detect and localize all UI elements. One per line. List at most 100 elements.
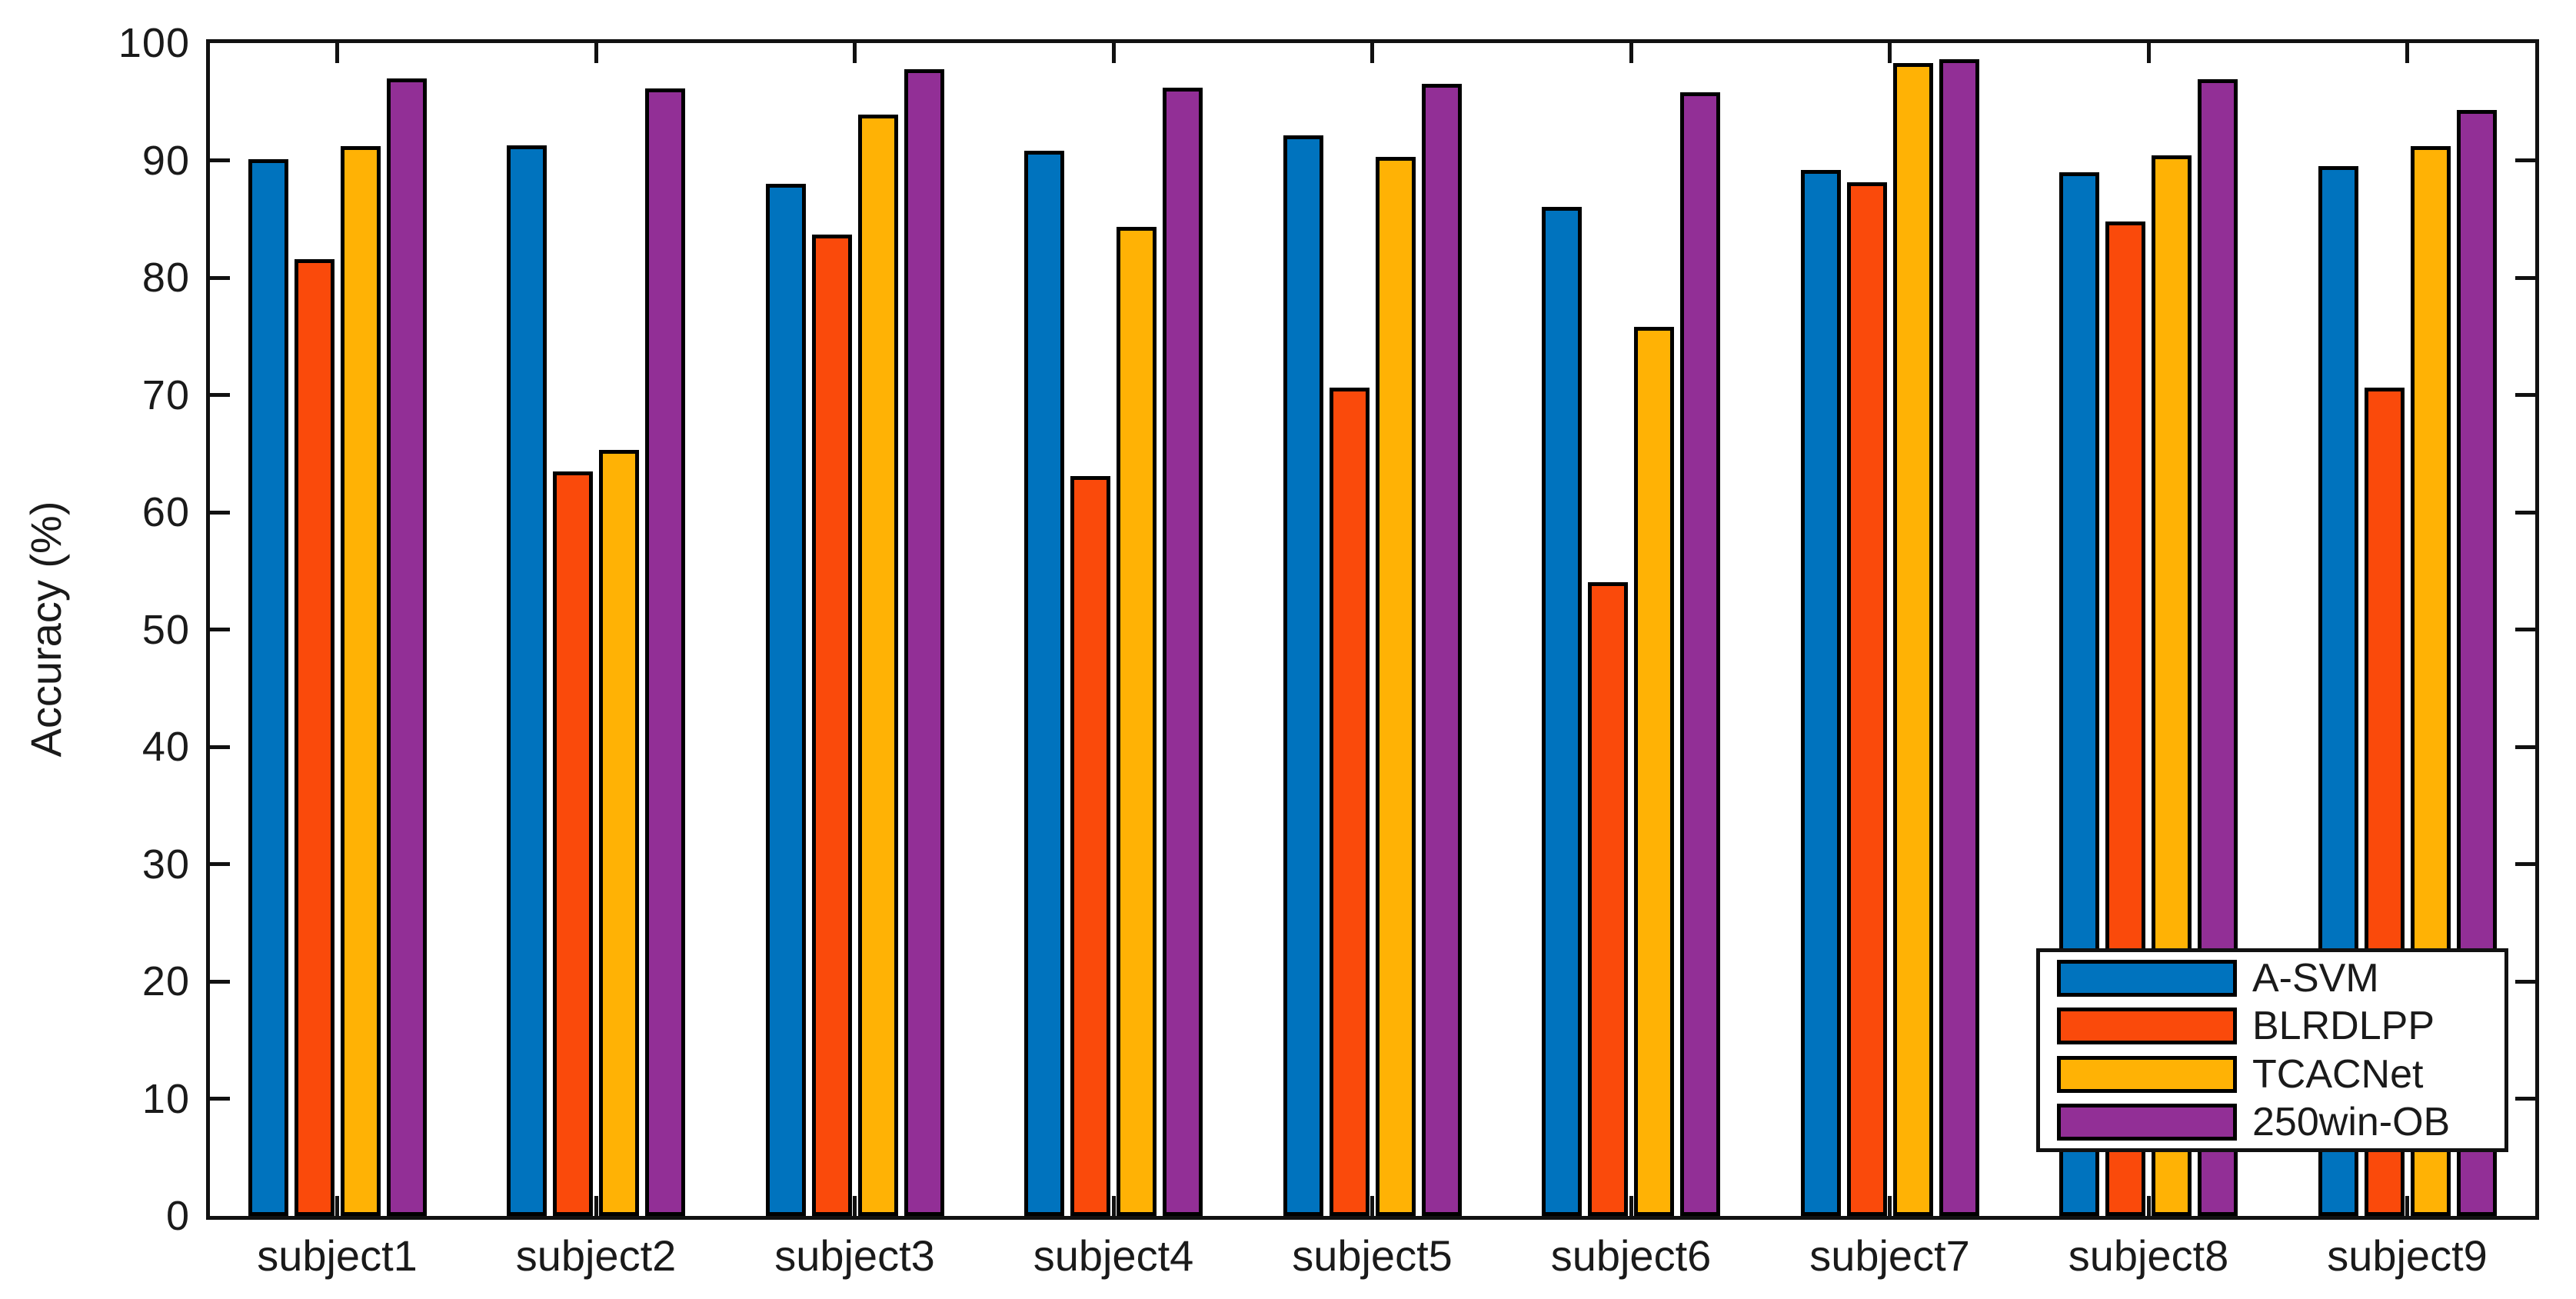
- y-tick-left-90: [210, 158, 230, 162]
- y-tick-label-70: 70: [141, 371, 190, 418]
- legend-row-250win-OB: 250win-OB: [2040, 1101, 2504, 1144]
- y-tick-label-50: 50: [141, 606, 190, 653]
- y-tick-left-50: [210, 628, 230, 631]
- legend: A-SVM BLRDLPP TCACNet 250win-OB: [2036, 948, 2508, 1152]
- y-tick-label-60: 60: [141, 489, 190, 535]
- axis-right-line: [2535, 39, 2539, 1220]
- bar-subject4-250win-OB: [1163, 88, 1203, 1216]
- y-tick-right-90: [2515, 158, 2535, 162]
- x-tick-label-subject7: subject7: [1809, 1231, 1970, 1280]
- x-tick-bottom-subject8: [2146, 1196, 2151, 1216]
- bar-group-subject1: [248, 43, 427, 1216]
- legend-row-BLRDLPP: BLRDLPP: [2040, 1004, 2504, 1048]
- x-tick-bottom-subject4: [1111, 1196, 1116, 1216]
- y-tick-label-40: 40: [141, 724, 190, 770]
- bar-subject4-A-SVM: [1024, 151, 1064, 1216]
- x-tick-bottom-subject3: [853, 1196, 857, 1216]
- x-tick-top-subject8: [2146, 43, 2151, 63]
- bar-subject6-BLRDLPP: [1588, 582, 1628, 1216]
- bar-group-subject6: [1542, 43, 1720, 1216]
- y-tick-left-80: [210, 275, 230, 280]
- x-tick-top-subject1: [335, 43, 339, 63]
- bar-group-subject2: [507, 43, 685, 1216]
- y-tick-right-30: [2515, 862, 2535, 866]
- x-tick-top-subject2: [594, 43, 598, 63]
- bar-subject1-250win-OB: [386, 78, 427, 1216]
- legend-swatch-TCACNet: [2057, 1055, 2237, 1093]
- bar-subject6-TCACNet: [1634, 327, 1674, 1216]
- bar-subject3-TCACNet: [857, 115, 898, 1216]
- bar-subject3-BLRDLPP: [811, 235, 852, 1216]
- x-tick-label-subject6: subject6: [1550, 1231, 1712, 1280]
- y-tick-right-60: [2515, 510, 2535, 515]
- x-tick-bottom-subject7: [1888, 1196, 1892, 1216]
- x-tick-top-subject7: [1888, 43, 1892, 63]
- x-tick-top-subject3: [853, 43, 857, 63]
- x-tick-bottom-subject2: [594, 1196, 598, 1216]
- legend-label-A-SVM: A-SVM: [2252, 956, 2379, 1001]
- y-tick-left-40: [210, 744, 230, 749]
- bar-subject5-TCACNet: [1375, 157, 1416, 1216]
- x-tick-label-subject3: subject3: [774, 1231, 935, 1280]
- legend-label-BLRDLPP: BLRDLPP: [2252, 1004, 2435, 1049]
- x-tick-bottom-subject1: [335, 1196, 339, 1216]
- bar-subject7-250win-OB: [1939, 59, 1979, 1216]
- legend-label-TCACNet: TCACNet: [2252, 1051, 2424, 1097]
- bar-subject4-BLRDLPP: [1070, 476, 1110, 1216]
- x-tick-bottom-subject9: [2405, 1196, 2409, 1216]
- y-tick-left-60: [210, 510, 230, 515]
- bar-subject1-A-SVM: [248, 159, 288, 1216]
- bar-subject5-A-SVM: [1283, 135, 1323, 1216]
- bar-subject5-BLRDLPP: [1329, 388, 1370, 1216]
- x-tick-label-subject8: subject8: [2068, 1231, 2229, 1280]
- bar-subject6-250win-OB: [1680, 92, 1720, 1216]
- x-tick-top-subject9: [2405, 43, 2409, 63]
- x-tick-label-subject2: subject2: [515, 1231, 677, 1280]
- y-tick-right-50: [2515, 628, 2535, 631]
- bar-subject4-TCACNet: [1117, 227, 1157, 1216]
- bar-subject5-250win-OB: [1421, 84, 1462, 1216]
- y-tick-left-10: [210, 1097, 230, 1101]
- y-tick-label-30: 30: [141, 841, 190, 888]
- bar-subject1-BLRDLPP: [294, 259, 334, 1216]
- x-tick-bottom-subject6: [1629, 1196, 1633, 1216]
- legend-label-250win-OB: 250win-OB: [2252, 1099, 2451, 1144]
- bar-subject2-A-SVM: [507, 145, 547, 1216]
- bar-subject2-TCACNet: [599, 450, 639, 1216]
- y-tick-left-70: [210, 393, 230, 397]
- y-tick-right-20: [2515, 979, 2535, 984]
- y-tick-right-40: [2515, 744, 2535, 749]
- bar-subject7-A-SVM: [1800, 170, 1841, 1216]
- y-tick-label-100: 100: [118, 20, 190, 66]
- y-tick-left-20: [210, 979, 230, 984]
- bar-group-subject7: [1800, 43, 1979, 1216]
- x-tick-label-subject4: subject4: [1033, 1231, 1194, 1280]
- x-tick-top-subject5: [1370, 43, 1374, 63]
- y-tick-right-80: [2515, 275, 2535, 280]
- y-tick-right-10: [2515, 1097, 2535, 1101]
- y-tick-label-20: 20: [141, 958, 190, 1004]
- bar-group-subject3: [765, 43, 944, 1216]
- x-tick-label-subject9: subject9: [2327, 1231, 2488, 1280]
- x-tick-top-subject6: [1629, 43, 1633, 63]
- axis-left-line: [206, 39, 210, 1220]
- legend-row-TCACNet: TCACNet: [2040, 1053, 2504, 1096]
- y-tick-label-0: 0: [165, 1193, 190, 1239]
- legend-swatch-A-SVM: [2057, 960, 2237, 998]
- bar-group-subject5: [1283, 43, 1462, 1216]
- bar-subject7-BLRDLPP: [1846, 182, 1887, 1216]
- axis-bottom-line: [206, 1216, 2539, 1220]
- bar-subject2-BLRDLPP: [553, 471, 593, 1216]
- x-tick-label-subject5: subject5: [1292, 1231, 1453, 1280]
- plot-area: A-SVM BLRDLPP TCACNet 250win-OB: [206, 39, 2539, 1220]
- bar-subject3-250win-OB: [904, 69, 944, 1216]
- x-tick-label-subject1: subject1: [257, 1231, 418, 1280]
- legend-swatch-BLRDLPP: [2057, 1008, 2237, 1045]
- y-tick-label-10: 10: [141, 1075, 190, 1122]
- bar-subject6-A-SVM: [1542, 207, 1582, 1216]
- bar-subject2-250win-OB: [645, 88, 685, 1216]
- x-tick-top-subject4: [1111, 43, 1116, 63]
- bar-subject7-TCACNet: [1892, 63, 1933, 1216]
- legend-row-A-SVM: A-SVM: [2040, 957, 2504, 1000]
